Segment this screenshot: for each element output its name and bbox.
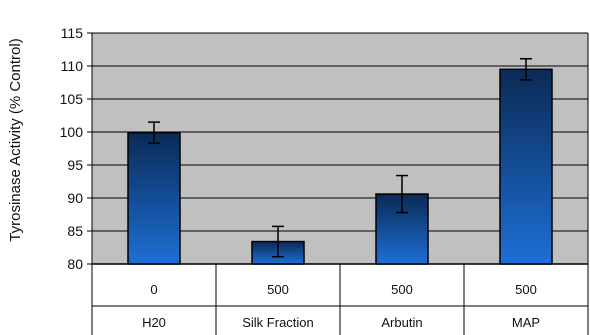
bar-map	[499, 68, 553, 265]
category-label: H20	[142, 315, 166, 330]
y-tick-label: 85	[67, 223, 83, 239]
y-tick-label: 100	[60, 124, 84, 140]
concentration-label: 500	[267, 282, 289, 297]
concentration-label: 500	[391, 282, 413, 297]
y-tick-label: 95	[67, 157, 83, 173]
bar-h20	[127, 131, 181, 265]
y-tick-label: 105	[60, 91, 84, 107]
category-label: Arbutin	[381, 315, 422, 330]
category-label: Silk Fraction	[242, 315, 314, 330]
y-tick-label: 90	[67, 190, 83, 206]
error-bars	[148, 57, 532, 258]
concentration-label: 500	[515, 282, 537, 297]
concentration-label: 0	[150, 282, 157, 297]
category-label: MAP	[512, 315, 540, 330]
y-tick-labels: 80 85 90 95 100 105 110 115	[60, 25, 84, 272]
category-table: 0 H20 500 Silk Fraction 500 Arbutin 500 MAP	[92, 264, 589, 335]
y-tick-label: 110	[61, 58, 84, 74]
y-axis-title: Tyrosinase Activity (% Control)	[7, 38, 24, 241]
y-tick-label: 80	[67, 256, 83, 272]
y-tick-label: 115	[61, 25, 84, 41]
